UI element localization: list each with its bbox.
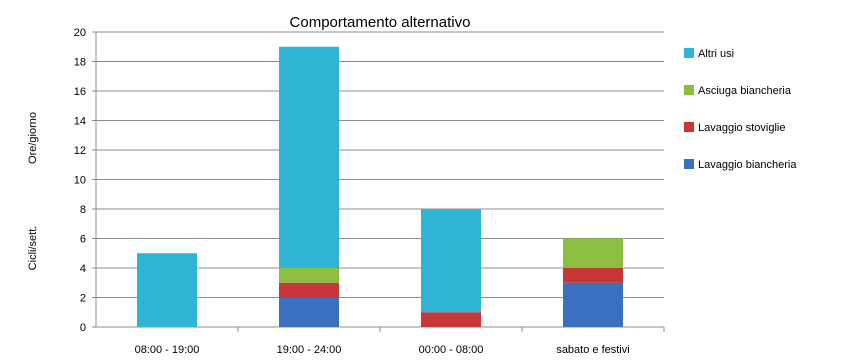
legend-label: Lavaggio biancheria bbox=[698, 159, 797, 171]
x-tick-label: 08:00 - 19:00 bbox=[135, 344, 200, 356]
bar-segment bbox=[421, 209, 481, 313]
y-axis-label-secondary: Cicli/sett. bbox=[27, 226, 39, 271]
y-tick-label: 4 bbox=[80, 263, 86, 275]
bar-segment bbox=[279, 46, 339, 268]
y-tick-label: 18 bbox=[74, 57, 86, 69]
legend: Altri usi Asciuga biancheria Lavaggio stov… bbox=[684, 48, 797, 171]
bar-segment bbox=[421, 312, 481, 327]
bar-segment bbox=[563, 268, 623, 283]
y-tick-label: 2 bbox=[80, 293, 86, 305]
y-tick-label: 16 bbox=[74, 86, 86, 98]
legend-swatch bbox=[684, 48, 694, 58]
legend-label: Lavaggio stoviglie bbox=[698, 122, 785, 134]
y-axis-label-primary: Ore/giorno bbox=[27, 112, 39, 164]
x-tick-label: 00:00 - 08:00 bbox=[419, 344, 484, 356]
x-tick-label: sabato e festivi bbox=[556, 344, 629, 356]
y-tick-label: 0 bbox=[80, 322, 86, 334]
plot-area: 0 2 4 6 8 10 12 14 16 18 20 08:00 - 19:00 19:00 - 24… bbox=[74, 27, 665, 356]
y-tick-label: 20 bbox=[74, 27, 86, 39]
legend-swatch bbox=[684, 159, 694, 169]
y-tick-label: 12 bbox=[74, 145, 86, 157]
legend-label: Asciuga biancheria bbox=[698, 85, 792, 97]
x-tick-label: 19:00 - 24:00 bbox=[277, 344, 342, 356]
bar-segment bbox=[279, 297, 339, 327]
chart-title: Comportamento alternativo bbox=[290, 14, 471, 31]
bar-segment bbox=[563, 282, 623, 327]
bar-segment bbox=[137, 253, 197, 327]
y-tick-label: 8 bbox=[80, 204, 86, 216]
y-tick-label: 10 bbox=[74, 175, 86, 187]
bar-segment bbox=[279, 282, 339, 298]
y-tick-label: 6 bbox=[80, 234, 86, 246]
bar-segment bbox=[279, 268, 339, 283]
bar-segment bbox=[563, 238, 623, 268]
legend-swatch bbox=[684, 85, 694, 95]
y-tick-label: 14 bbox=[74, 116, 86, 128]
legend-label: Altri usi bbox=[698, 48, 734, 60]
legend-swatch bbox=[684, 122, 694, 132]
